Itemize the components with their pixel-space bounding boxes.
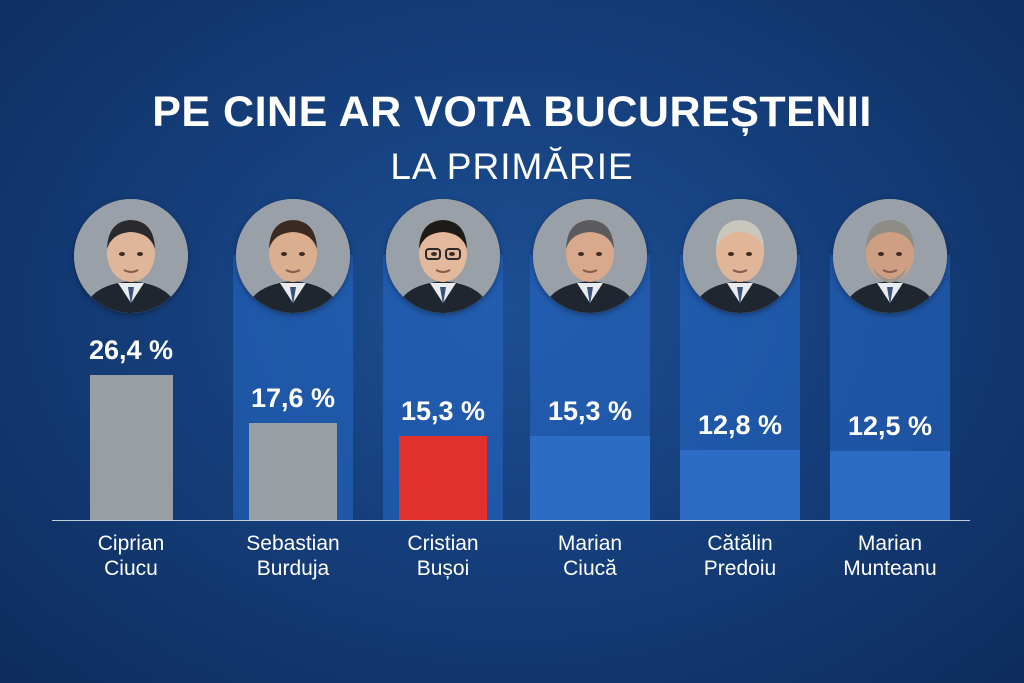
category-label: Marian Munteanu	[820, 531, 960, 581]
bar	[90, 374, 173, 520]
bar	[249, 423, 337, 520]
first-name: Ciprian	[97, 532, 165, 555]
first-name: Marian	[557, 532, 623, 555]
data-label: 26,4 %	[88, 334, 174, 365]
data-label: 12,5 %	[847, 411, 933, 442]
last-name: Ciucă	[563, 557, 617, 580]
data-label: 15,3 %	[547, 395, 633, 426]
category-label: Sebastian Burduja	[223, 531, 363, 581]
person-photo-icon	[683, 199, 797, 313]
chart-subtitle: LA PRIMĂRIE	[390, 146, 634, 187]
last-name: Ciucu	[104, 557, 158, 580]
category-label: Cătălin Predoiu	[670, 531, 810, 581]
last-name: Bușoi	[416, 557, 470, 580]
bar	[680, 449, 800, 520]
category-label: Cristian Bușoi	[373, 531, 513, 581]
person-photo-icon	[533, 199, 647, 313]
person-photo-icon	[74, 199, 188, 313]
bar	[399, 435, 487, 520]
first-name: Marian	[857, 532, 923, 555]
first-name: Sebastian	[246, 532, 340, 555]
category-label: Marian Ciucă	[520, 531, 660, 581]
bar	[530, 435, 650, 520]
last-name: Burduja	[256, 557, 330, 580]
last-name: Munteanu	[843, 557, 937, 580]
data-label: 17,6 %	[250, 383, 336, 414]
bar	[830, 451, 950, 520]
person-photo-icon	[386, 199, 500, 313]
last-name: Predoiu	[703, 557, 777, 580]
first-name: Cristian	[407, 532, 479, 555]
person-photo-icon	[833, 199, 947, 313]
person-photo-icon	[236, 199, 350, 313]
chart-baseline	[52, 520, 970, 521]
category-label: Ciprian Ciucu	[61, 531, 201, 581]
data-label: 15,3 %	[400, 395, 486, 426]
chart-title: PE CINE AR VOTA BUCUREȘTENII	[152, 88, 872, 136]
data-label: 12,8 %	[697, 409, 783, 440]
first-name: Cătălin	[707, 532, 773, 555]
